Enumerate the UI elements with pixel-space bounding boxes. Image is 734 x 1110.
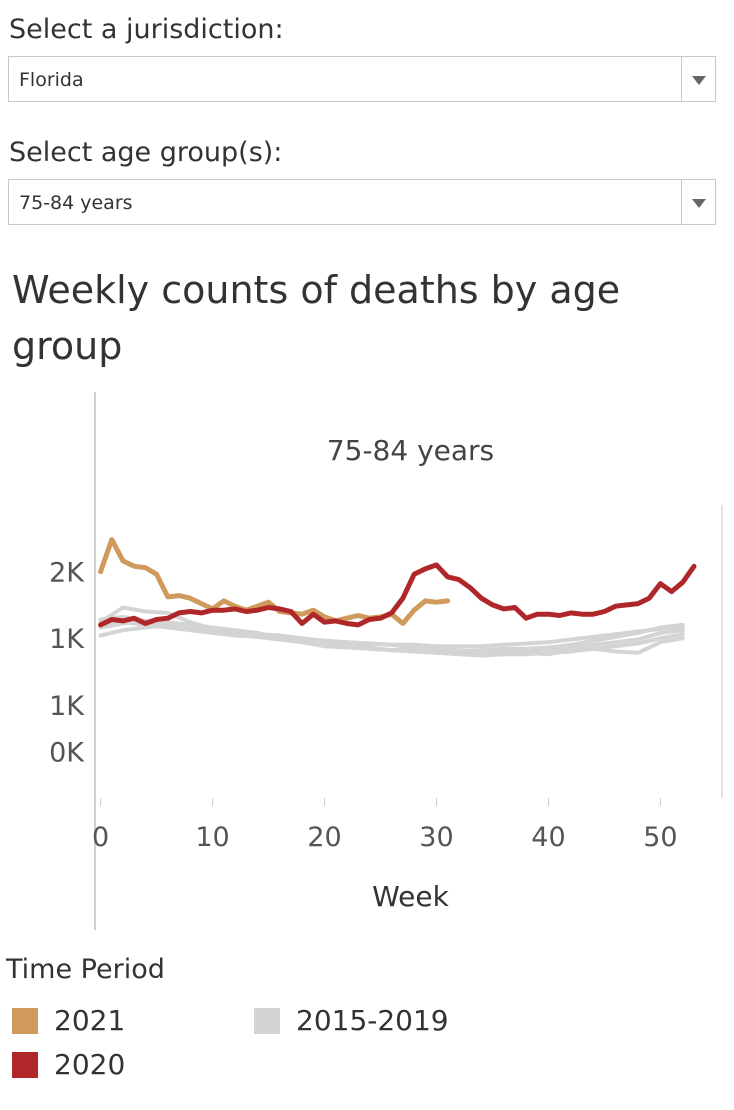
y-tick-label: 1K xyxy=(49,624,85,655)
legend-swatch-2015-2019 xyxy=(254,1008,280,1034)
jurisdiction-label: Select a jurisdiction: xyxy=(9,14,284,45)
legend-swatch-2021 xyxy=(12,1008,38,1034)
y-tick-label: 1K xyxy=(49,691,85,722)
chevron-down-icon xyxy=(692,76,706,85)
x-tick-label: 10 xyxy=(195,822,229,853)
x-tick-label: 50 xyxy=(643,822,677,853)
legend-label-2021: 2021 xyxy=(54,1004,126,1037)
legend-label-2015-2019: 2015-2019 xyxy=(296,1004,449,1037)
age-group-dropdown-button[interactable] xyxy=(681,180,715,224)
deaths-line-chart: 75-84 years 2K 1K 1K 0K 0 10 20 30 40 50 Week xyxy=(49,392,723,930)
jurisdiction-select[interactable]: Florida xyxy=(8,56,716,102)
series-line-2020 xyxy=(98,562,697,628)
x-tick-label: 20 xyxy=(307,822,341,853)
y-tick-label: 0K xyxy=(49,737,85,768)
series-line-2015-2019 xyxy=(98,618,685,654)
legend-swatch-2020 xyxy=(12,1052,38,1078)
x-tick-label: 30 xyxy=(419,822,453,853)
x-tick-label: 40 xyxy=(531,822,565,853)
y-tick-label: 2K xyxy=(49,558,85,589)
x-tick-label: 0 xyxy=(92,822,109,853)
jurisdiction-select-value: Florida xyxy=(19,69,84,91)
legend-label-2020: 2020 xyxy=(54,1048,126,1081)
age-group-select-value: 75-84 years xyxy=(19,192,133,214)
jurisdiction-dropdown-button[interactable] xyxy=(681,57,715,101)
age-group-label: Select age group(s): xyxy=(9,137,283,168)
x-axis-label: Week xyxy=(372,880,449,913)
chart-title: Weekly counts of deaths by age group xyxy=(12,268,621,368)
chevron-down-icon xyxy=(692,199,706,208)
legend-title: Time Period xyxy=(6,954,165,985)
panel-label: 75-84 years xyxy=(327,434,494,467)
age-group-select[interactable]: 75-84 years xyxy=(8,179,716,225)
